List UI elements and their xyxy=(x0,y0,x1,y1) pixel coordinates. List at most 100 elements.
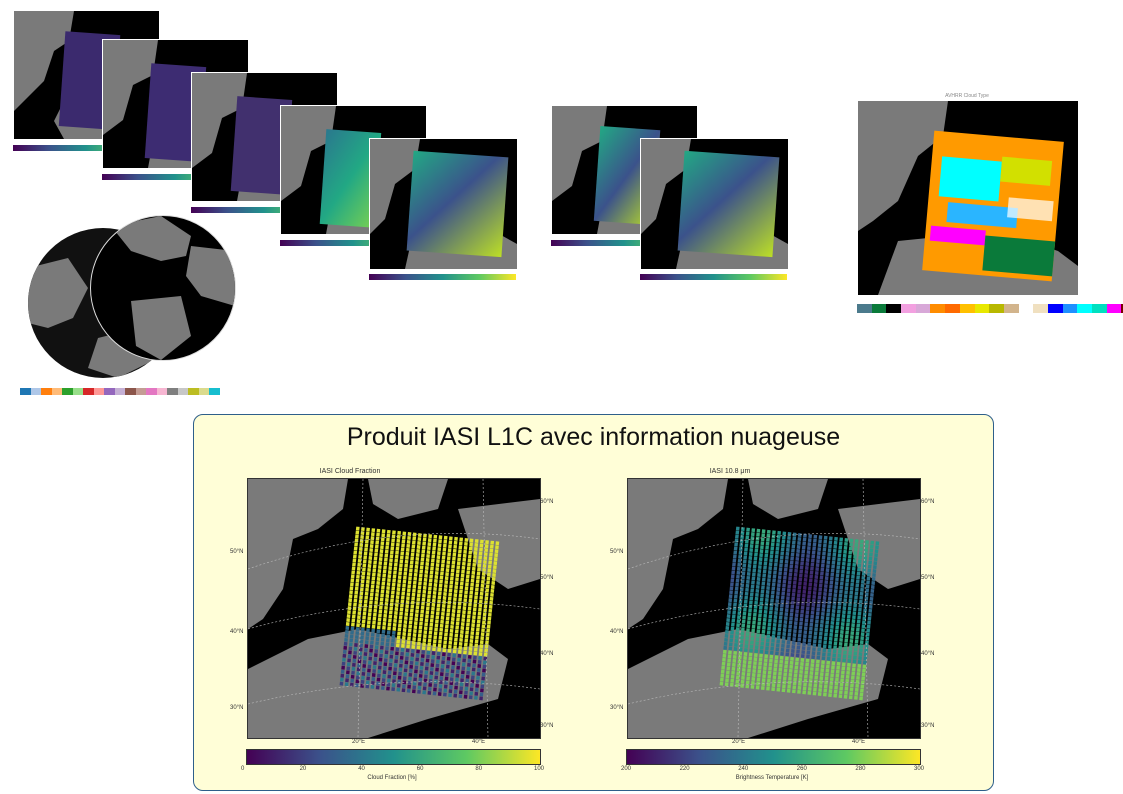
cloud-fraction-pixel xyxy=(415,565,419,569)
cloud-fraction-pixel xyxy=(449,540,453,544)
cloud-fraction-pixel xyxy=(404,668,408,672)
cloud-fraction-pixel xyxy=(428,639,432,643)
cloud-fraction-pixel xyxy=(479,552,483,556)
cloud-fraction-pixel xyxy=(457,614,461,618)
thumbnail-colorbar-7 xyxy=(640,274,787,280)
brightness-temperature-pixel xyxy=(788,681,792,685)
cloud-fraction-pixel xyxy=(395,655,399,659)
brightness-temperature-pixel xyxy=(793,533,797,537)
cloud-fraction-pixel xyxy=(342,658,346,662)
cloud-fraction-pixel xyxy=(458,650,462,654)
cloud-fraction-pixel xyxy=(444,588,448,592)
brightness-temperature-pixel xyxy=(854,696,858,700)
cloud-fraction-pixel xyxy=(431,607,435,611)
globe-legend-swatch-9 xyxy=(115,388,126,395)
cloud-fraction-pixel xyxy=(482,673,486,677)
cloud-fraction-tick-5: 100 xyxy=(534,766,544,772)
cloud-fraction-pixel xyxy=(411,653,415,657)
globe-legend-swatch-3 xyxy=(52,388,63,395)
brightness-temperature-pixel xyxy=(776,688,780,692)
brightness-temperature-pixel xyxy=(806,651,810,655)
globe-legend-swatch-16 xyxy=(188,388,199,395)
cloud-fraction-tick-0: 0 xyxy=(241,766,244,772)
brightness-temperature-pixel xyxy=(855,688,859,692)
cloud-fraction-pixel xyxy=(408,629,412,633)
brightness-temperature-pixel xyxy=(760,646,764,650)
cloud-fraction-pixel xyxy=(408,681,412,685)
brightness-temperature-pixel xyxy=(726,618,730,622)
cloud-fraction-pixel xyxy=(404,564,408,568)
brightness-temperature-pixel xyxy=(726,674,730,678)
cloud-fraction-pixel xyxy=(400,656,404,660)
brightness-temperature-pixel xyxy=(815,668,819,672)
cloud-fraction-pixel xyxy=(461,618,465,622)
cloud-fraction-pixel xyxy=(407,584,411,588)
brightness-temperature-pixel xyxy=(837,557,841,561)
brightness-temperature-pixel xyxy=(856,632,860,636)
cloud-fraction-pixel xyxy=(391,595,395,599)
brightness-temperature-pixel xyxy=(787,633,791,637)
brightness-temperature-pixel xyxy=(809,578,813,582)
cloud-fraction-pixel xyxy=(359,543,363,547)
brightness-temperature-pixel xyxy=(771,595,775,599)
brightness-temperature-pixel xyxy=(771,542,775,546)
brightness-temperature-pixel xyxy=(839,541,843,545)
brightness-temperature-pixel xyxy=(833,597,837,601)
cloud-fraction-pixel xyxy=(355,539,359,543)
cloud-fraction-pixel xyxy=(486,629,490,633)
panel-title: Produit IASI L1C avec information nuageu… xyxy=(194,423,993,452)
brightness-temperature-pixel xyxy=(782,684,786,688)
brightness-temperature-pixel xyxy=(737,663,741,667)
brightness-temperature-pixel xyxy=(743,656,747,660)
brightness-temperature-pixel xyxy=(854,547,858,551)
brightness-temperature-pixel xyxy=(805,570,809,574)
cloud-fraction-pixel xyxy=(480,544,484,548)
cloud-fraction-pixel xyxy=(349,646,353,650)
brightness-temperature-pixel xyxy=(728,598,732,602)
right-lat-label-1: 50°N xyxy=(610,549,623,555)
brightness-temperature-pixel xyxy=(759,609,763,613)
brightness-temperature-pixel xyxy=(857,672,861,676)
brightness-temperature-pixel xyxy=(762,578,766,582)
cloud-fraction-pixel xyxy=(378,613,382,617)
brightness-temperature-pixel xyxy=(806,558,810,562)
cloud-fraction-pixel xyxy=(361,531,365,535)
brightness-temperature-pixel xyxy=(769,610,773,614)
cloud-fraction-pixel xyxy=(481,677,485,681)
cloud-fraction-pixel xyxy=(491,585,495,589)
brightness-temperature-pixel xyxy=(826,616,830,620)
cloud-fraction-pixel xyxy=(450,625,454,629)
brightness-temperature-pixel xyxy=(801,554,805,558)
brightness-temperature-pixel xyxy=(811,659,815,663)
brightness-temperature-pixel xyxy=(839,537,843,541)
cloud-fraction-pixel xyxy=(367,616,371,620)
cloud-type-legend xyxy=(857,304,1123,313)
brightness-temperature-pixel xyxy=(849,695,853,699)
cloud-fraction-pixel xyxy=(452,557,456,561)
brightness-temperature-pixel xyxy=(798,682,802,686)
cloud-fraction-pixel xyxy=(377,625,381,629)
brightness-temperature-pixel xyxy=(845,631,849,635)
brightness-temperature-pixel xyxy=(764,606,768,610)
cloud-fraction-pixel xyxy=(422,546,426,550)
cloud-fraction-pixel xyxy=(399,664,403,668)
brightness-temperature-pixel xyxy=(842,658,846,662)
cloud-fraction-pixel xyxy=(477,567,481,571)
cloud-fraction-pixel xyxy=(406,596,410,600)
brightness-temperature-pixel xyxy=(760,545,764,549)
brightness-temperature-pixel xyxy=(866,584,870,588)
cloud-fraction-pixel xyxy=(416,553,420,557)
cloud-fraction-pixel xyxy=(441,616,445,620)
cloud-fraction-pixel xyxy=(412,585,416,589)
brightness-temperature-colorbar-label: Brightness Temperature [K] xyxy=(672,775,872,781)
cloud-fraction-pixel xyxy=(419,670,423,674)
cloud-fraction-pixel xyxy=(470,683,474,687)
brightness-temperature-pixel xyxy=(838,598,842,602)
brightness-temperature-pixel xyxy=(774,563,778,567)
cloud-fraction-pixel xyxy=(395,555,399,559)
brightness-temperature-pixel xyxy=(723,646,727,650)
cloud-fraction-pixel xyxy=(415,609,419,613)
brightness-temperature-pixel xyxy=(783,576,787,580)
brightness-temperature-pixel xyxy=(848,607,852,611)
brightness-temperature-pixel xyxy=(821,608,825,612)
